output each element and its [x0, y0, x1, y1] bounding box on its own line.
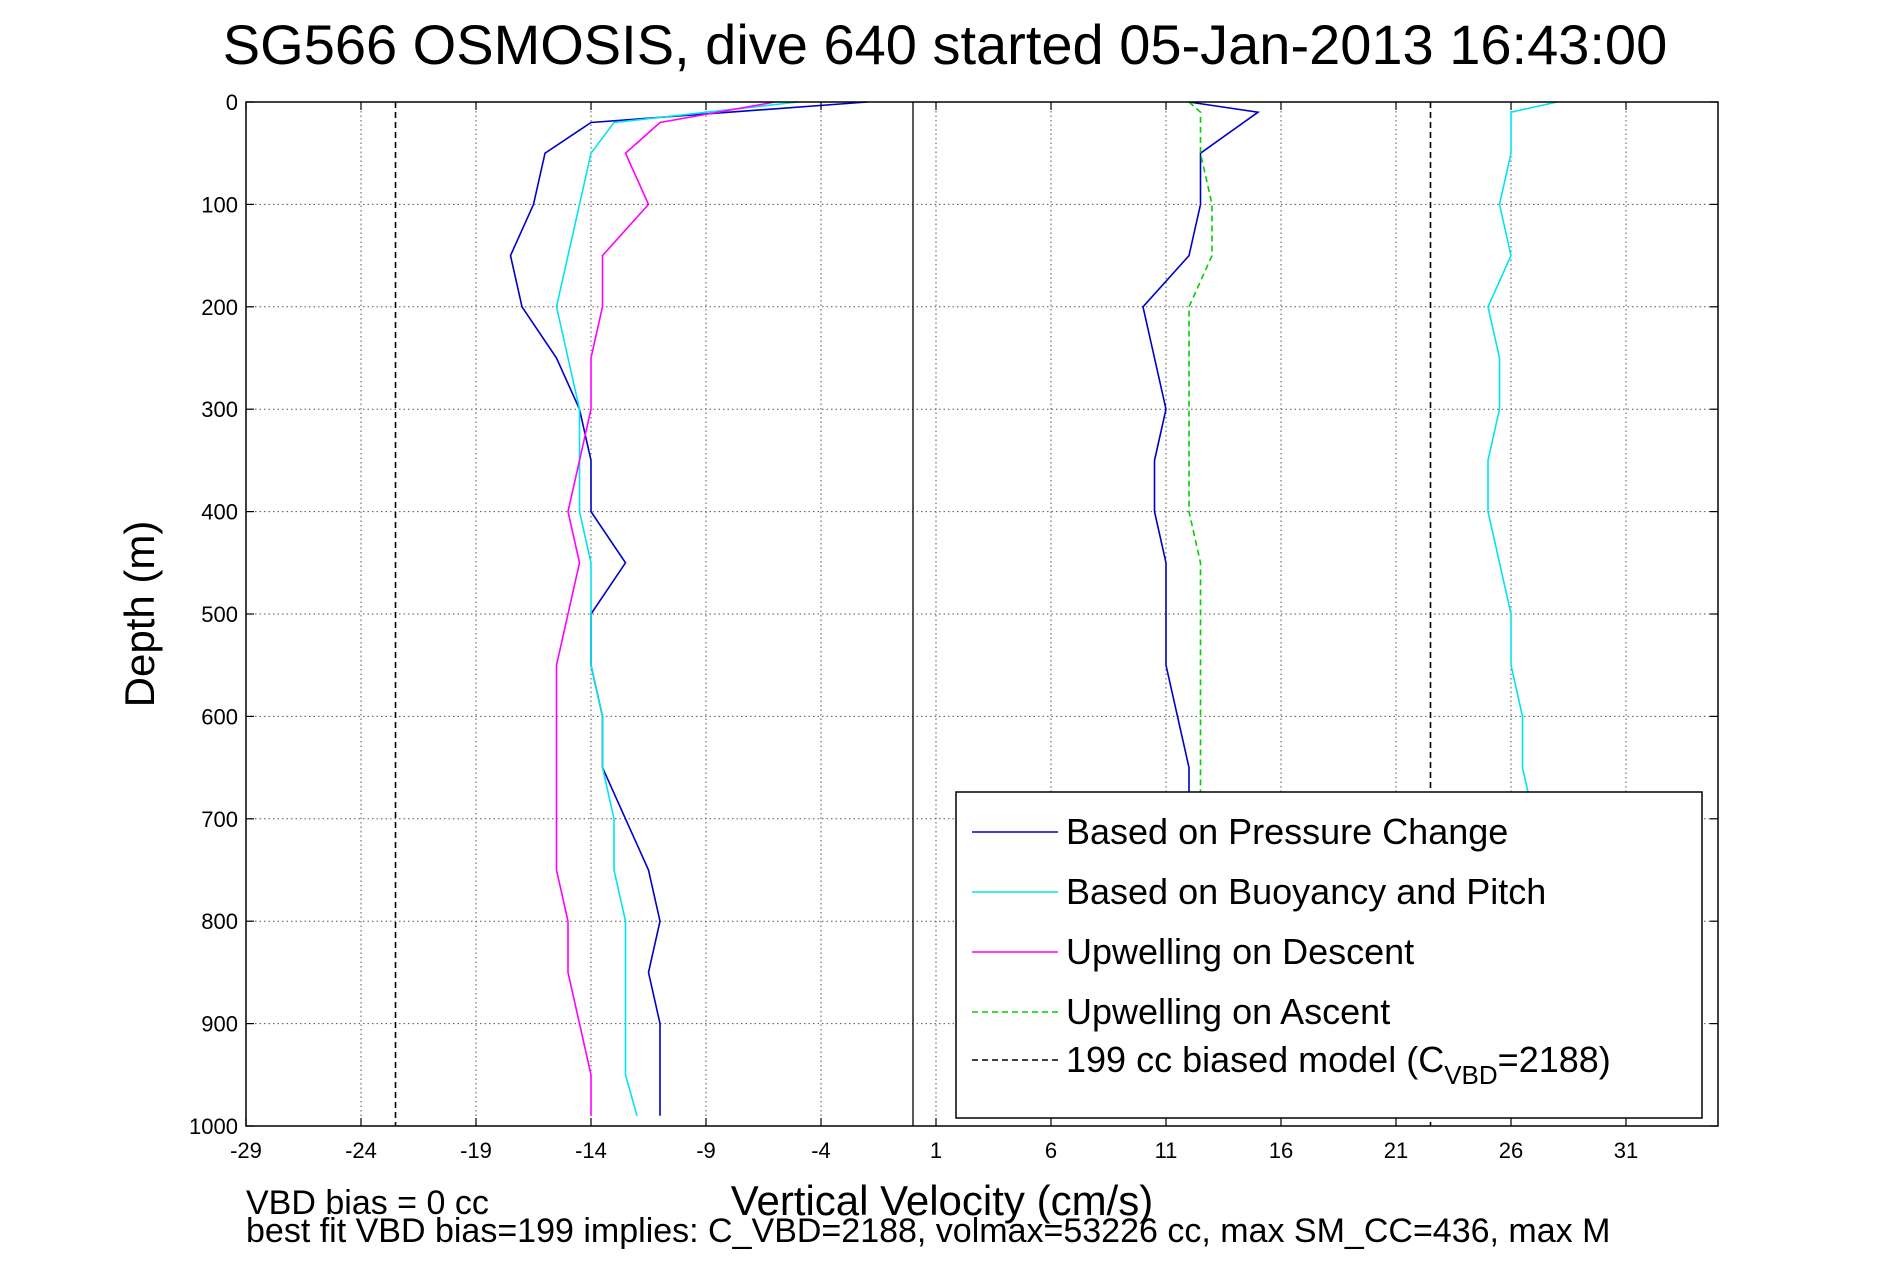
x-tick-label-6: 1: [930, 1138, 942, 1163]
x-tick-label-5: -4: [811, 1138, 831, 1163]
y-tick-label-1: 100: [201, 192, 238, 217]
x-tick-label-12: 31: [1614, 1138, 1638, 1163]
y-tick-label-2: 200: [201, 295, 238, 320]
legend-model-subscript: VBD: [1444, 1060, 1497, 1090]
x-tick-label-2: -19: [460, 1138, 492, 1163]
y-axis-label: Depth (m): [116, 521, 163, 708]
legend-entries: Based on Pressure Change Based on Buoyanc…: [972, 811, 1611, 1090]
y-tick-label-7: 700: [201, 807, 238, 832]
chart-title: SG566 OSMOSIS, dive 640 started 05-Jan-2…: [223, 13, 1667, 76]
x-tick-label-11: 26: [1499, 1138, 1523, 1163]
x-tick-label-3: -14: [575, 1138, 607, 1163]
footnote-vbd-bias: VBD bias = 0 cc: [246, 1184, 489, 1222]
legend-label-pressure: Based on Pressure Change: [1066, 811, 1508, 852]
legend: Based on Pressure Change Based on Buoyanc…: [955, 791, 1703, 1119]
legend-model-prefix: 199 cc biased model (C: [1066, 1039, 1444, 1080]
y-ticks: 0 100 200 300 400 500 600 700 800 900 1000: [189, 90, 1718, 1139]
legend-box: [955, 791, 1703, 1119]
x-tick-label-10: 21: [1384, 1138, 1408, 1163]
y-tick-label-5: 500: [201, 602, 238, 627]
y-tick-label-0: 0: [226, 90, 238, 115]
x-tick-label-0: -29: [230, 1138, 262, 1163]
series-line-up_ascent: [1188, 101, 1213, 1116]
footnote-best-fit: best fit VBD bias=199 implies: C_VBD=218…: [246, 1212, 1610, 1250]
x-tick-label-7: 6: [1045, 1138, 1057, 1163]
x-tick-label-1: -24: [345, 1138, 377, 1163]
y-tick-label-3: 300: [201, 397, 238, 422]
legend-label-buoyancy: Based on Buoyancy and Pitch: [1066, 871, 1546, 912]
y-tick-label-6: 600: [201, 704, 238, 729]
series-line-up_descent: [555, 101, 776, 1116]
legend-label-model: 199 cc biased model (CVBD=2188): [1066, 1039, 1611, 1090]
y-tick-label-8: 800: [201, 909, 238, 934]
x-tick-label-4: -9: [696, 1138, 716, 1163]
y-tick-label-10: 1000: [189, 1114, 238, 1139]
series-line-buoyancy_descent: [555, 101, 799, 1117]
x-tick-label-9: 16: [1269, 1138, 1293, 1163]
legend-label-up_ascent: Upwelling on Ascent: [1066, 991, 1390, 1032]
x-axis-label: Vertical Velocity (cm/s): [731, 1177, 1153, 1224]
y-tick-label-4: 400: [201, 500, 238, 525]
x-ticks: -29 -24 -19 -14 -9 -4 1 6 11 16 21 26 31: [230, 102, 1638, 1163]
legend-model-suffix: =2188): [1498, 1039, 1611, 1080]
series-line-pressure_descent: [509, 101, 868, 1116]
legend-label-up_descent: Upwelling on Descent: [1066, 931, 1414, 972]
y-tick-label-9: 900: [201, 1012, 238, 1037]
x-tick-label-8: 11: [1155, 1138, 1178, 1163]
